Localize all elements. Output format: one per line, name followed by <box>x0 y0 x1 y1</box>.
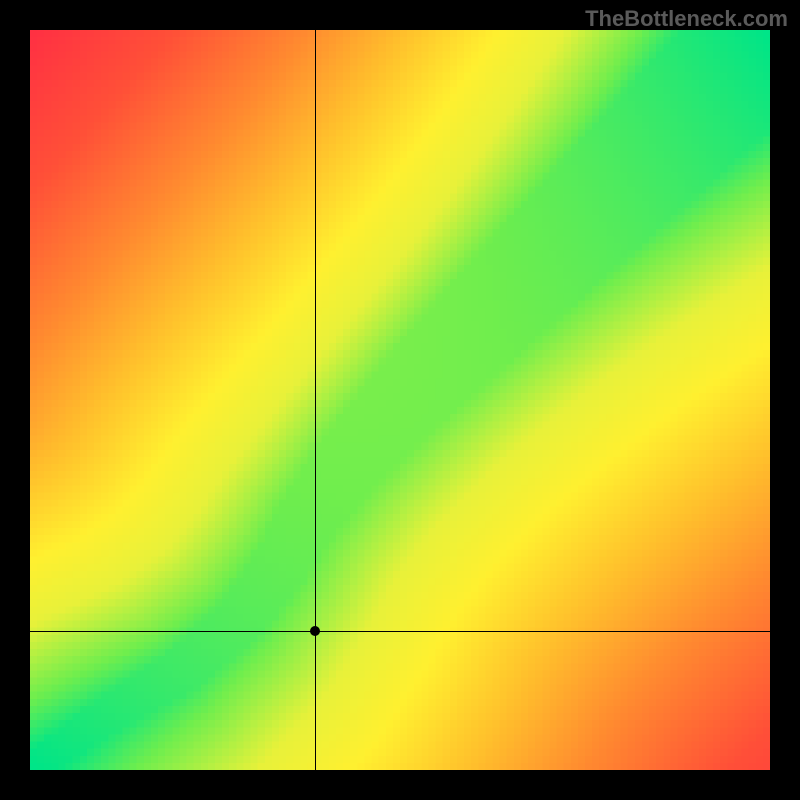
watermark-text: TheBottleneck.com <box>585 6 788 32</box>
marker-point <box>310 626 320 636</box>
heatmap-canvas <box>30 30 770 770</box>
heatmap-plot <box>30 30 770 770</box>
crosshair-vertical <box>315 30 316 770</box>
crosshair-horizontal <box>30 631 770 632</box>
